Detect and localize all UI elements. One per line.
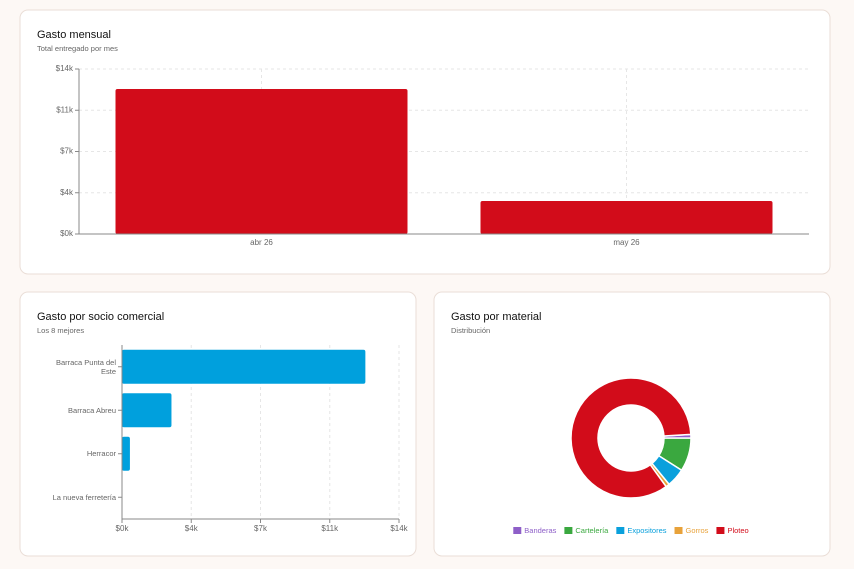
card-subtitle: Distribución (451, 326, 490, 335)
x-tick-label: abr 26 (250, 238, 273, 247)
legend-swatch (616, 527, 625, 534)
y-tick-label-box: Herracor (86, 449, 116, 459)
y-tick-label: La nueva ferretería (52, 492, 116, 502)
x-tick-label: $4k (185, 524, 199, 533)
card-subtitle: Los 8 mejores (37, 326, 84, 335)
legend-swatch (674, 527, 683, 534)
x-tick-label: $0k (116, 524, 130, 533)
y-tick-label: $4k (60, 188, 74, 197)
y-tick-label: Barraca Abreu (68, 405, 116, 415)
legend-label: Gorros (686, 526, 709, 535)
y-tick-label: Barraca Punta del Este (55, 357, 116, 376)
y-tick-label: $0k (60, 229, 74, 238)
bar (480, 201, 773, 234)
card (433, 291, 831, 557)
bar (122, 393, 172, 428)
x-tick-label: may 26 (613, 238, 640, 247)
legend-label: Banderas (524, 526, 556, 535)
card-title: Gasto por material (451, 311, 541, 323)
legend: Banderas Cartelería Expositores Gorros Plote… (513, 526, 749, 535)
legend-label: Ploteo (727, 526, 748, 535)
card-title: Gasto por socio comercial (37, 311, 164, 323)
legend-swatch (716, 527, 725, 534)
legend-swatch (513, 527, 522, 534)
x-tick-label: $14k (390, 524, 408, 533)
y-tick-label: $11k (56, 105, 74, 114)
bar (115, 89, 408, 235)
x-tick-label: $11k (321, 524, 339, 533)
x-tick-label: $7k (254, 524, 268, 533)
y-tick-label-box: Barraca Punta del Este (55, 357, 116, 376)
card-subtitle: Total entregado por mes (37, 44, 118, 53)
bar (122, 349, 366, 384)
legend-label: Cartelería (575, 526, 609, 535)
bar (122, 436, 130, 471)
legend-swatch (564, 527, 573, 534)
y-tick-label-box: La nueva ferretería (52, 492, 116, 502)
y-tick-label-box: Barraca Abreu (68, 405, 116, 415)
card-title: Gasto mensual (37, 29, 111, 41)
legend-label: Expositores (627, 526, 666, 535)
y-tick-label: $7k (60, 147, 74, 156)
donut-slice (570, 377, 692, 499)
y-tick-label: $14k (56, 64, 74, 73)
y-tick-label: Herracor (86, 449, 116, 459)
